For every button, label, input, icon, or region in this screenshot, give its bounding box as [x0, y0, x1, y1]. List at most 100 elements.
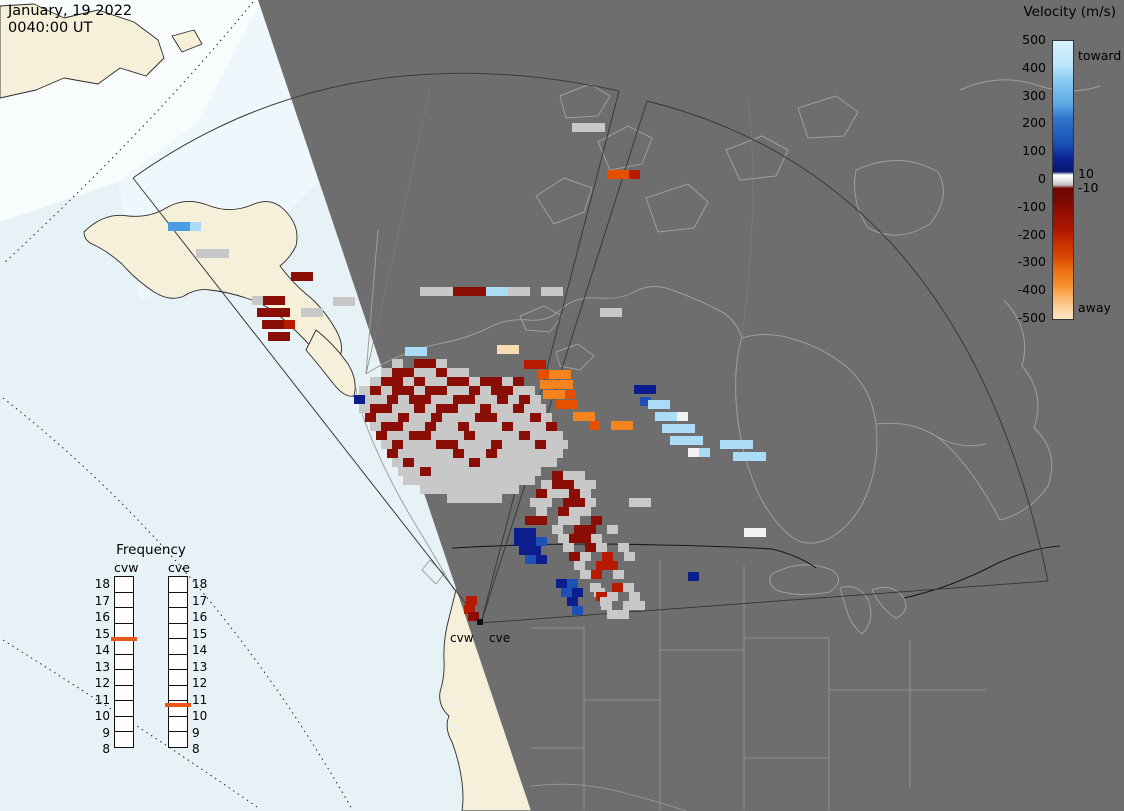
- frequency-tick-label: 11: [192, 692, 208, 707]
- land-island: [171, 29, 203, 53]
- velocity-cell: [572, 123, 583, 132]
- velocity-cell: [387, 449, 398, 458]
- velocity-cell: [547, 489, 558, 498]
- velocity-cell: [558, 516, 569, 525]
- velocity-cell: [567, 400, 578, 409]
- radar-fans: [132, 72, 1049, 624]
- frequency-tick-label: 15: [192, 626, 208, 641]
- frequency-box: [168, 591, 188, 608]
- velocity-cell: [519, 546, 530, 555]
- frequency-tick-label: 15: [94, 626, 110, 641]
- velocity-cell: [387, 413, 398, 422]
- velocity-cell: [574, 480, 585, 489]
- velocity-cell: [611, 308, 622, 317]
- velocity-cell: [398, 467, 409, 476]
- velocity-cell: [530, 546, 541, 555]
- frequency-scale-cve: [165, 576, 191, 758]
- velocity-cell: [535, 440, 546, 449]
- velocity-cell: [618, 170, 629, 179]
- velocity-cell: [398, 413, 409, 422]
- velocity-cell: [569, 552, 580, 561]
- velocity-cell: [519, 449, 530, 458]
- velocity-cell: [645, 385, 656, 394]
- velocity-cell: [447, 368, 458, 377]
- velocity-cell: [755, 528, 766, 537]
- velocity-cell: [381, 368, 392, 377]
- pos-threshold-label: 10: [1078, 166, 1094, 181]
- velocity-cell: [541, 431, 552, 440]
- velocity-cell: [392, 368, 403, 377]
- velocity-cell: [458, 368, 469, 377]
- velocity-cell: [458, 476, 469, 485]
- frequency-tick-label: 17: [192, 593, 208, 608]
- velocity-cell: [403, 422, 414, 431]
- velocity-cell: [475, 449, 486, 458]
- velocity-cell: [541, 413, 552, 422]
- frequency-headers: cvw cve: [88, 560, 214, 575]
- velocity-cell: [284, 320, 295, 329]
- velocity-cell: [584, 412, 595, 421]
- velocity-cell: [425, 386, 436, 395]
- velocity-cell: [464, 413, 475, 422]
- velocity-cell: [589, 421, 600, 430]
- velocity-cell: [556, 579, 567, 588]
- radar-site-marker: [477, 619, 483, 625]
- velocity-cell: [190, 222, 201, 231]
- velocity-cell: [436, 458, 447, 467]
- velocity-cell: [600, 308, 611, 317]
- velocity-cell: [279, 332, 290, 341]
- velocity-cell: [414, 368, 425, 377]
- velocity-cell: [596, 561, 607, 570]
- velocity-cell: [594, 123, 605, 132]
- velocity-tick-label: 400: [1022, 59, 1046, 75]
- velocity-cell: [560, 370, 571, 379]
- velocity-cell: [558, 534, 569, 543]
- graticule-night: [365, 87, 754, 375]
- velocity-cell: [403, 386, 414, 395]
- velocity-cell: [524, 458, 535, 467]
- velocity-cell: [601, 601, 612, 610]
- frequency-tick-label: 10: [94, 709, 110, 723]
- velocity-cell: [475, 485, 486, 494]
- velocity-cell: [491, 422, 502, 431]
- velocity-cell: [648, 400, 659, 409]
- velocity-cell: [659, 400, 670, 409]
- velocity-cell: [677, 412, 688, 421]
- velocity-cell: [268, 308, 279, 317]
- frequency-labels-right: 18 17 16 15 14 13 12 11 10 9 8: [188, 576, 214, 758]
- velocity-cell: [414, 359, 425, 368]
- frequency-box: [168, 638, 188, 655]
- velocity-cell: [447, 377, 458, 386]
- velocity-cell: [567, 597, 578, 606]
- night-geography: [355, 79, 1101, 635]
- velocity-cell: [569, 489, 580, 498]
- velocity-cell: [557, 440, 568, 449]
- velocity-tick-label: 300: [1022, 87, 1046, 103]
- velocity-cell: [618, 543, 629, 552]
- velocity-cell: [541, 480, 552, 489]
- velocity-legend-title: Velocity (m/s): [1023, 4, 1116, 20]
- velocity-cell: [524, 386, 535, 395]
- velocity-cell: [607, 170, 618, 179]
- velocity-cell: [491, 494, 502, 503]
- velocity-cell: [464, 395, 475, 404]
- velocity-cell: [425, 359, 436, 368]
- velocity-cell: [370, 404, 381, 413]
- velocity-cell: [572, 606, 583, 615]
- velocity-cell: [580, 507, 591, 516]
- velocity-cell: [207, 249, 218, 258]
- velocity-cell: [524, 360, 535, 369]
- velocity-cell: [403, 404, 414, 413]
- velocity-cell: [431, 431, 442, 440]
- frequency-tick-label: 12: [94, 676, 110, 690]
- velocity-cell: [354, 395, 365, 404]
- velocity-cell: [585, 498, 596, 507]
- velocity-cell: [535, 422, 546, 431]
- land-panhandle: [305, 329, 356, 397]
- velocity-cell: [447, 494, 458, 503]
- velocity-cell: [420, 485, 431, 494]
- velocity-cell: [431, 449, 442, 458]
- date-line: January, 19 2022: [8, 3, 133, 19]
- velocity-cell: [611, 421, 622, 430]
